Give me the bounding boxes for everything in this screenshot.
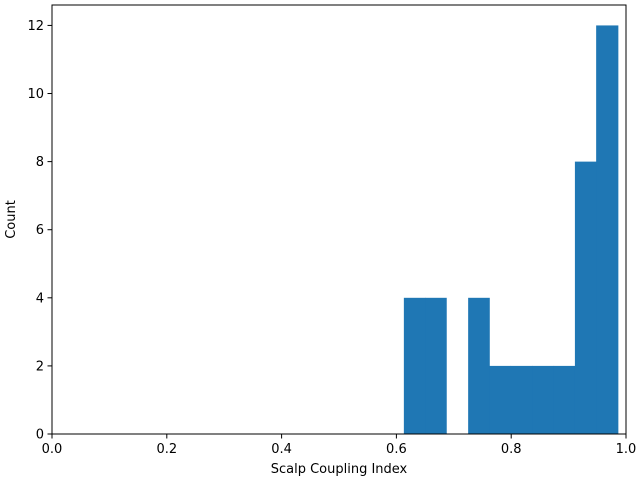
x-tick-label: 0.0 <box>42 442 63 457</box>
histogram-bar <box>403 297 426 434</box>
y-tick-label: 8 <box>36 155 44 170</box>
x-tick-label: 0.2 <box>156 442 177 457</box>
y-tick-label: 12 <box>27 19 44 34</box>
y-tick-label: 10 <box>27 87 44 102</box>
histogram-bar <box>468 297 490 434</box>
x-axis-label: Scalp Coupling Index <box>271 462 408 477</box>
histogram-bar <box>532 365 555 434</box>
histogram-bar <box>510 365 533 434</box>
y-tick-label: 4 <box>36 291 44 306</box>
x-tick-label: 1.0 <box>616 442 637 457</box>
histogram-bar <box>596 25 619 435</box>
y-axis-ticks: 0 2 4 6 8 10 12 <box>27 19 52 443</box>
histogram-bar <box>553 365 576 434</box>
x-tick-label: 0.8 <box>501 442 522 457</box>
x-axis-ticks: 0.0 0.2 0.4 0.6 0.8 1.0 <box>42 434 637 457</box>
histogram-bar <box>425 297 447 434</box>
y-tick-label: 2 <box>36 359 44 374</box>
y-tick-label: 6 <box>36 223 44 238</box>
histogram-bar <box>489 365 512 434</box>
axes-frame <box>51 4 627 435</box>
x-tick-label: 0.4 <box>271 442 292 457</box>
x-tick-label: 0.6 <box>386 442 407 457</box>
y-axis-label: Count <box>4 200 19 239</box>
bars-layer <box>403 25 619 435</box>
y-tick-label: 0 <box>36 428 44 443</box>
histogram-bar <box>574 161 597 434</box>
